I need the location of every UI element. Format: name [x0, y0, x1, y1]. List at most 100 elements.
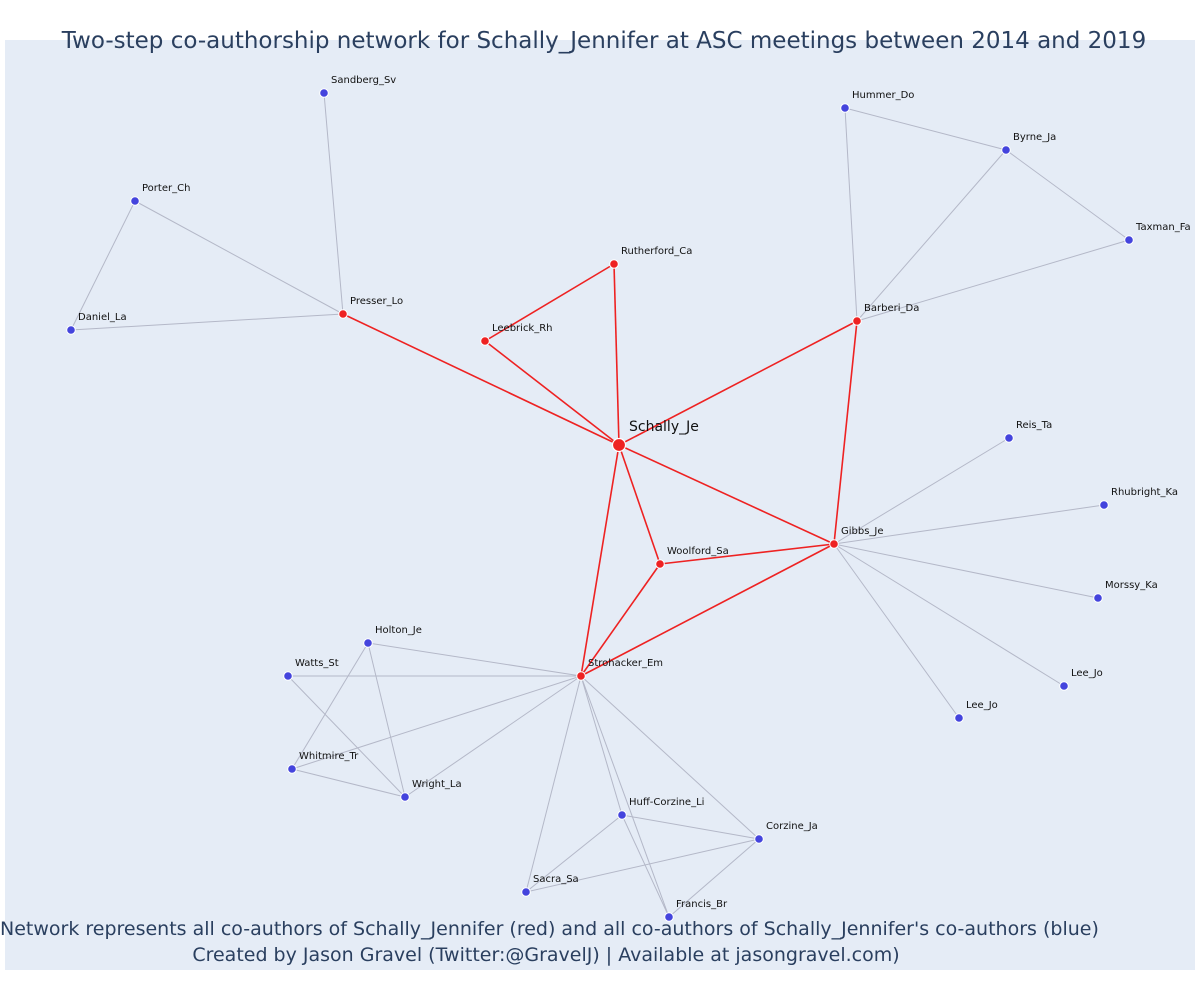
- node-label-woolford-sa: Woolford_Sa: [667, 546, 729, 557]
- node-label-presser-lo: Presser_Lo: [350, 296, 403, 307]
- edge-barberi-da-hummer-do: [844, 107, 858, 322]
- edge-strohacker-em-corzine-ja: [580, 675, 760, 840]
- edge-schally-je-gibbs-je: [618, 444, 835, 545]
- node-lee-jo-1[interactable]: [1059, 681, 1069, 691]
- node-whitmire-tr[interactable]: [287, 764, 297, 774]
- node-label-whitmire-tr: Whitmire_Tr: [299, 751, 359, 762]
- edge-strohacker-em-huff-corzine-li: [580, 675, 623, 816]
- edge-corzine-ja-sacra-sa: [525, 838, 760, 893]
- edge-woolford-sa-gibbs-je: [659, 543, 835, 565]
- node-hummer-do[interactable]: [840, 103, 850, 113]
- node-morssy-ka[interactable]: [1093, 593, 1103, 603]
- node-byrne-ja[interactable]: [1001, 145, 1011, 155]
- edge-strohacker-em-sacra-sa: [525, 675, 582, 893]
- node-label-watts-st: Watts_St: [295, 658, 339, 669]
- edge-schally-je-rutherford-ca: [613, 263, 620, 446]
- node-label-leebrick-rh: Leebrick_Rh: [492, 323, 553, 334]
- node-label-corzine-ja: Corzine_Ja: [766, 821, 818, 832]
- node-label-taxman-fa: Taxman_Fa: [1135, 222, 1191, 233]
- chart-title: Two-step co-authorship network for Schal…: [61, 28, 1147, 54]
- edge-huff-corzine-li-corzine-ja: [621, 814, 760, 840]
- node-label-reis-ta: Reis_Ta: [1016, 420, 1052, 431]
- label-layer: Schally_Je Rutherford_Ca Leebrick_Rh Presse…: [78, 75, 1191, 910]
- node-label-schally-je: Schally_Je: [629, 419, 699, 435]
- edge-porter-ch-daniel-la: [70, 200, 136, 331]
- node-gibbs-je[interactable]: [829, 539, 839, 549]
- edge-strohacker-em-holton-je: [367, 642, 582, 677]
- node-presser-lo[interactable]: [338, 309, 348, 319]
- node-label-rhubright-ka: Rhubright_Ka: [1111, 487, 1178, 498]
- edge-holton-je-whitmire-tr: [291, 642, 369, 770]
- node-woolford-sa[interactable]: [655, 559, 665, 569]
- node-watts-st[interactable]: [283, 671, 293, 681]
- edge-schally-je-barberi-da: [618, 320, 858, 446]
- node-sacra-sa[interactable]: [521, 887, 531, 897]
- node-label-byrne-ja: Byrne_Ja: [1013, 132, 1056, 143]
- node-label-barberi-da: Barberi_Da: [864, 303, 919, 314]
- node-barberi-da[interactable]: [852, 316, 862, 326]
- node-label-rutherford-ca: Rutherford_Ca: [621, 246, 692, 257]
- edge-gibbs-je-morssy-ka: [833, 543, 1099, 599]
- edge-hummer-do-byrne-ja: [844, 107, 1007, 151]
- node-sandberg-sv[interactable]: [319, 88, 329, 98]
- edge-huff-corzine-li-francis-br: [621, 814, 670, 918]
- node-schally-je[interactable]: [611, 437, 627, 453]
- node-huff-corzine-li[interactable]: [617, 810, 627, 820]
- edge-strohacker-em-wright-la: [404, 675, 582, 798]
- footer-description: Network represents all co-authors of Sch…: [0, 918, 1099, 940]
- edge-schally-je-leebrick-rh: [484, 340, 620, 446]
- edge-barberi-da-taxman-fa: [856, 239, 1130, 322]
- edge-schally-je-strohacker-em: [580, 444, 620, 677]
- node-holton-je[interactable]: [363, 638, 373, 648]
- edge-schally-je-presser-lo: [342, 313, 620, 446]
- edge-byrne-ja-taxman-fa: [1005, 149, 1130, 241]
- edge-corzine-ja-francis-br: [668, 838, 760, 918]
- node-francis-br[interactable]: [664, 912, 674, 922]
- node-label-huff-corzine-li: Huff-Corzine_Li: [629, 797, 704, 808]
- edge-presser-lo-porter-ch: [134, 200, 344, 315]
- node-label-sandberg-sv: Sandberg_Sv: [331, 75, 396, 86]
- edge-gibbs-je-lee-jo-1: [833, 543, 1065, 687]
- edge-gibbs-je-reis-ta: [833, 437, 1010, 545]
- edge-watts-st-wright-la: [287, 675, 406, 798]
- node-label-gibbs-je: Gibbs_Je: [841, 526, 884, 537]
- node-taxman-fa[interactable]: [1124, 235, 1134, 245]
- node-rhubright-ka[interactable]: [1099, 500, 1109, 510]
- node-label-holton-je: Holton_Je: [375, 625, 422, 636]
- edge-huff-corzine-li-sacra-sa: [525, 814, 623, 893]
- node-label-sacra-sa: Sacra_Sa: [533, 874, 579, 885]
- edge-woolford-sa-strohacker-em: [580, 563, 661, 677]
- node-rutherford-ca[interactable]: [609, 259, 619, 269]
- node-wright-la[interactable]: [400, 792, 410, 802]
- edge-leebrick-rh-rutherford-ca: [484, 263, 615, 342]
- node-label-hummer-do: Hummer_Do: [852, 90, 914, 101]
- node-lee-jo-2[interactable]: [954, 713, 964, 723]
- node-leebrick-rh[interactable]: [480, 336, 490, 346]
- node-label-lee-jo-1: Lee_Jo: [1071, 668, 1103, 679]
- edge-strohacker-em-gibbs-je: [580, 543, 835, 677]
- footer-credit: Created by Jason Gravel (Twitter:@Gravel…: [192, 944, 900, 966]
- edge-schally-je-woolford-sa: [618, 444, 661, 565]
- edge-layer: [70, 92, 1130, 918]
- node-label-daniel-la: Daniel_La: [78, 312, 127, 323]
- node-label-wright-la: Wright_La: [412, 779, 462, 790]
- edge-whitmire-tr-wright-la: [291, 768, 406, 798]
- node-corzine-ja[interactable]: [754, 834, 764, 844]
- edge-presser-lo-sandberg-sv: [323, 92, 344, 315]
- edge-gibbs-je-rhubright-ka: [833, 504, 1105, 545]
- node-label-porter-ch: Porter_Ch: [142, 183, 190, 194]
- node-porter-ch[interactable]: [130, 196, 140, 206]
- node-daniel-la[interactable]: [66, 325, 76, 335]
- edge-barberi-da-byrne-ja: [856, 149, 1007, 322]
- edge-barberi-da-gibbs-je: [833, 320, 858, 545]
- node-label-lee-jo-2: Lee_Jo: [966, 700, 998, 711]
- node-layer: [66, 88, 1134, 922]
- edge-gibbs-je-lee-jo-2: [833, 543, 960, 719]
- edge-holton-je-wright-la: [367, 642, 406, 798]
- node-strohacker-em[interactable]: [576, 671, 586, 681]
- edge-strohacker-em-whitmire-tr: [291, 675, 582, 770]
- edge-strohacker-em-francis-br: [580, 675, 670, 918]
- plot-area: [5, 40, 1195, 970]
- node-reis-ta[interactable]: [1004, 433, 1014, 443]
